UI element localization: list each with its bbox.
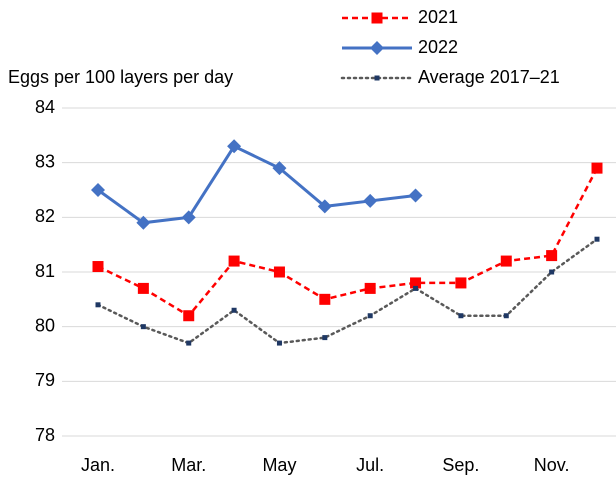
data-point — [181, 210, 196, 225]
data-point — [363, 193, 378, 208]
data-point — [91, 183, 105, 197]
data-point — [319, 293, 331, 305]
data-point — [231, 307, 237, 313]
data-point — [364, 282, 376, 294]
data-point — [546, 250, 558, 262]
series-line — [96, 237, 599, 345]
data-point — [413, 285, 419, 291]
legend-label: 2022 — [418, 37, 458, 57]
data-point — [408, 188, 423, 203]
data-point — [228, 255, 240, 267]
y-tick-label: 81 — [35, 261, 55, 281]
series-line — [97, 167, 599, 318]
data-point — [591, 162, 603, 174]
y-tick-label: 82 — [35, 206, 55, 226]
legend-marker — [370, 41, 384, 55]
y-tick-label: 80 — [35, 315, 55, 335]
x-tick-label: Sep. — [442, 455, 479, 475]
x-tick-label: Nov. — [534, 455, 570, 475]
x-tick-label: May — [262, 455, 296, 475]
data-point — [137, 282, 149, 294]
data-point — [95, 302, 101, 308]
data-point — [186, 340, 192, 346]
y-tick-label: 83 — [35, 151, 55, 171]
series-line — [97, 144, 416, 225]
data-point — [273, 266, 285, 278]
legend-marker — [374, 75, 380, 81]
y-axis-title: Eggs per 100 layers per day — [8, 67, 233, 87]
x-tick-label: Jan. — [81, 455, 115, 475]
data-point — [594, 236, 600, 242]
data-point — [227, 139, 242, 154]
data-point — [183, 310, 195, 322]
data-point — [272, 161, 287, 176]
data-point — [500, 255, 512, 267]
legend-marker — [371, 12, 383, 24]
data-point — [317, 199, 332, 214]
legend-label: Average 2017–21 — [418, 67, 560, 87]
y-tick-label: 79 — [35, 370, 55, 390]
data-point — [92, 261, 104, 273]
data-point — [458, 313, 464, 319]
data-point — [276, 340, 282, 346]
data-point — [367, 313, 373, 319]
x-tick-label: Jul. — [356, 455, 384, 475]
y-tick-label: 78 — [35, 425, 55, 445]
data-point — [136, 215, 151, 230]
data-point — [503, 313, 509, 319]
x-tick-label: Mar. — [171, 455, 206, 475]
data-point — [410, 277, 422, 289]
data-point — [549, 269, 555, 275]
data-point — [140, 324, 146, 330]
legend-label: 2021 — [418, 7, 458, 27]
data-point — [455, 277, 467, 289]
y-tick-label: 84 — [35, 97, 55, 117]
data-point — [322, 335, 328, 341]
